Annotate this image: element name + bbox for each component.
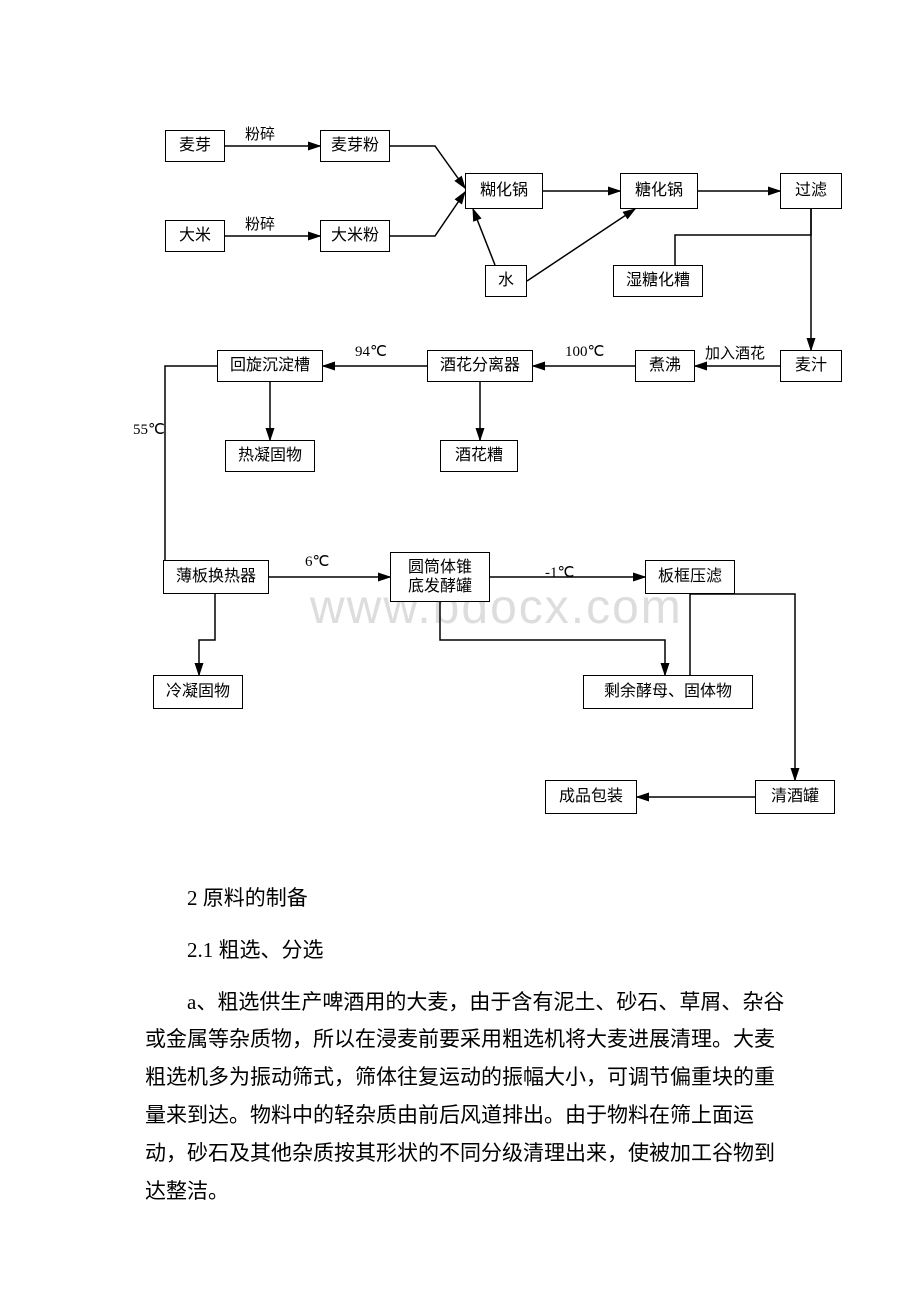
paragraph-a: a、粗选供生产啤酒用的大麦，由于含有泥土、砂石、草屑、杂谷或金属等杂质物，所以在… <box>145 984 785 1211</box>
heading-2-1: 2.1 粗选、分选 <box>145 932 785 970</box>
node-lengning: 冷凝固物 <box>153 675 243 709</box>
node-zhufei: 煮沸 <box>635 350 695 382</box>
node-yuantong: 圆筒体锥 底发酵罐 <box>390 552 490 602</box>
node-huixuan: 回旋沉淀槽 <box>217 350 323 382</box>
node-shitang: 湿糖化糟 <box>613 265 703 297</box>
node-qingjiu: 清酒罐 <box>755 780 835 814</box>
node-jiuhuazao: 酒花糟 <box>440 440 518 472</box>
edge-label: -1℃ <box>545 563 574 582</box>
edge-label: 6℃ <box>305 552 329 571</box>
flowchart-diagram: www.bdocx.com 麦芽麦芽粉大米大米粉糊化锅糖化锅过滤水湿糖化糟麦汁煮… <box>145 120 865 820</box>
node-shengyu: 剩余酵母、固体物 <box>583 675 753 709</box>
edge-label: 100℃ <box>565 342 604 361</box>
node-guolv: 过滤 <box>780 173 842 209</box>
node-reningu: 热凝固物 <box>225 440 315 472</box>
edge-label: 加入酒花 <box>705 342 765 363</box>
node-shui: 水 <box>485 265 527 297</box>
node-bankuang: 板框压滤 <box>645 560 735 594</box>
heading-2: 2 原料的制备 <box>145 880 785 918</box>
edge-label: 55℃ <box>133 420 165 439</box>
node-maiyafen: 麦芽粉 <box>320 130 390 162</box>
node-dami: 大米 <box>165 220 225 252</box>
node-jiuhuafl: 酒花分离器 <box>427 350 533 382</box>
node-tanghua: 糖化锅 <box>620 173 698 209</box>
node-huhua: 糊化锅 <box>465 173 543 209</box>
node-damifen: 大米粉 <box>320 220 390 252</box>
edge-label: 粉碎 <box>245 123 275 144</box>
document-text: 2 原料的制备 2.1 粗选、分选 a、粗选供生产啤酒用的大麦，由于含有泥土、砂… <box>145 880 785 1224</box>
edge-label: 94℃ <box>355 342 387 361</box>
node-maiya: 麦芽 <box>165 130 225 162</box>
node-maizhi: 麦汁 <box>780 350 842 382</box>
node-bobanhrq: 薄板换热器 <box>163 560 269 594</box>
node-chengpin: 成品包装 <box>545 780 637 814</box>
edge-label: 粉碎 <box>245 213 275 234</box>
